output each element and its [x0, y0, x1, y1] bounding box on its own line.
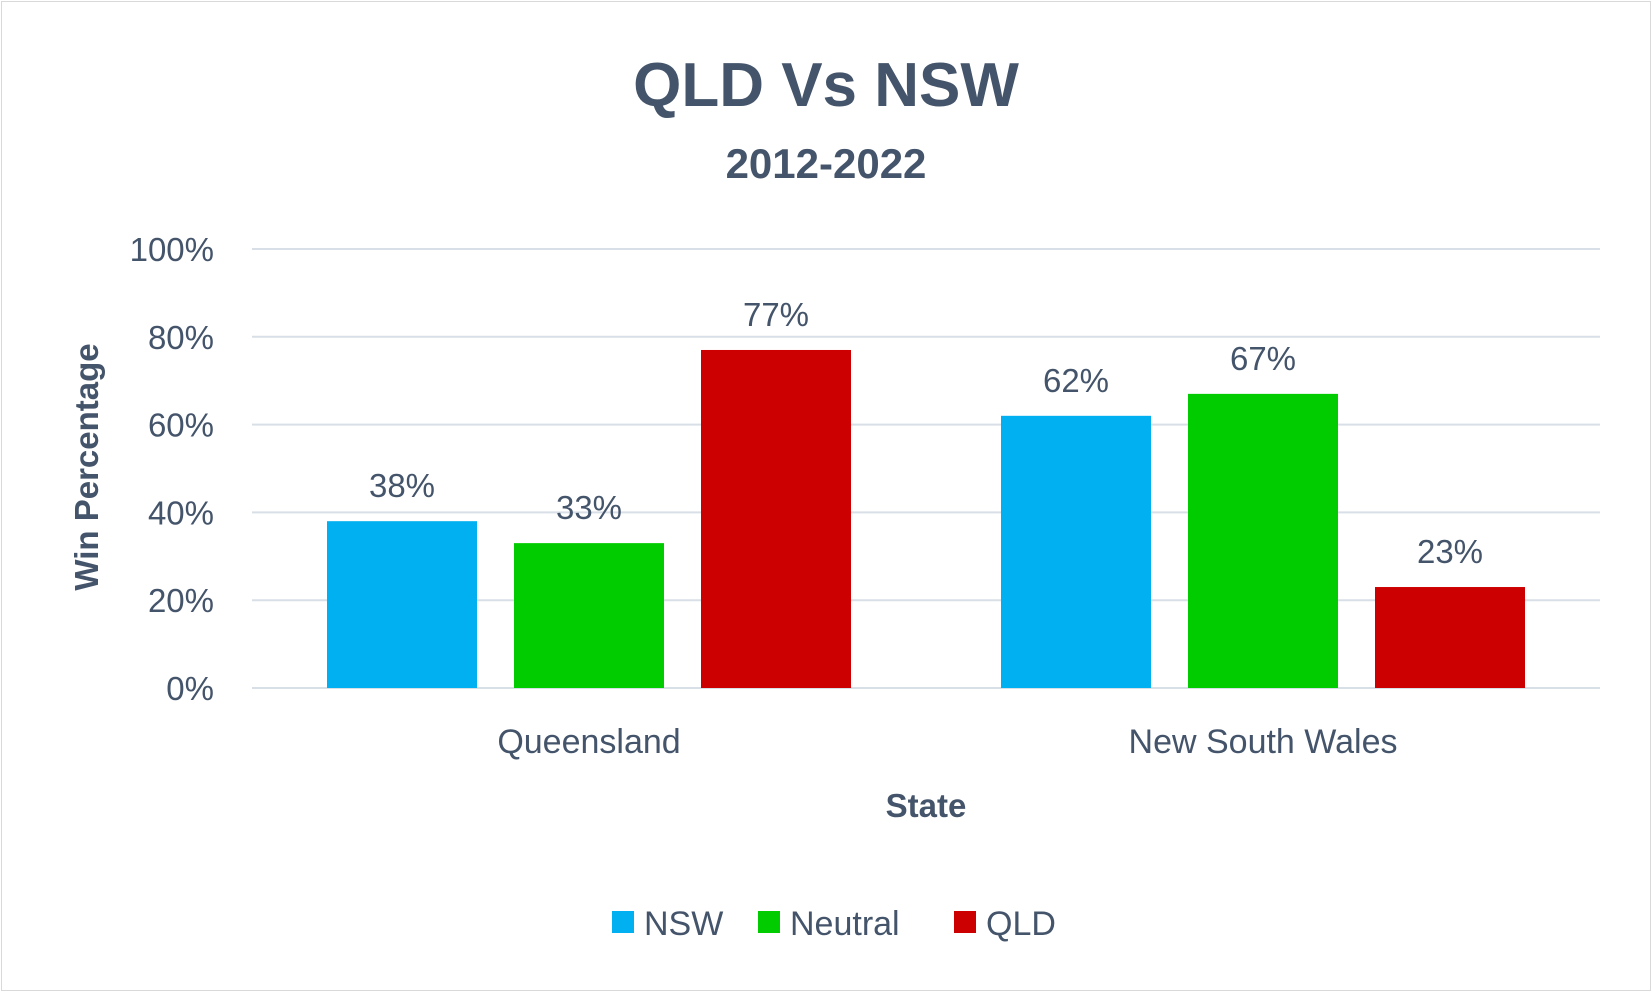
- bar-qld-new-south-wales: [1375, 587, 1525, 688]
- x-axis-title: State: [886, 787, 967, 824]
- data-labels: 38% 33% 77% 62% 67% 23%: [369, 296, 1483, 570]
- y-axis-tick-labels: 0% 20% 40% 60% 80% 100%: [130, 231, 214, 707]
- category-label: New South Wales: [1129, 723, 1398, 761]
- data-label: 67%: [1230, 340, 1296, 377]
- category-labels: Queensland New South Wales: [497, 723, 1397, 761]
- y-axis-title: Win Percentage: [68, 343, 105, 590]
- legend-swatch-qld: [954, 911, 976, 933]
- y-tick-label: 40%: [148, 494, 214, 531]
- data-label: 77%: [743, 296, 809, 333]
- bar-nsw-new-south-wales: [1001, 415, 1151, 688]
- data-label: 62%: [1043, 362, 1109, 399]
- y-tick-label: 80%: [148, 319, 214, 356]
- category-label: Queensland: [497, 723, 680, 761]
- bar-nsw-queensland: [327, 521, 477, 688]
- legend-swatch-neutral: [758, 911, 780, 933]
- bars: [327, 349, 1525, 688]
- bar-neutral-new-south-wales: [1188, 393, 1338, 688]
- y-tick-label: 60%: [148, 407, 214, 444]
- legend: NSW Neutral QLD: [612, 905, 1056, 943]
- y-tick-label: 20%: [148, 582, 214, 619]
- bar-neutral-queensland: [514, 543, 664, 688]
- legend-swatch-nsw: [612, 911, 634, 933]
- data-label: 38%: [369, 467, 435, 504]
- legend-label-nsw: NSW: [644, 905, 723, 943]
- legend-label-neutral: Neutral: [790, 905, 900, 943]
- y-tick-label: 0%: [166, 670, 214, 707]
- y-tick-label: 100%: [130, 231, 214, 268]
- chart-title: QLD Vs NSW: [633, 51, 1019, 120]
- chart-subtitle: 2012-2022: [726, 140, 927, 187]
- legend-label-qld: QLD: [986, 905, 1056, 943]
- data-label: 33%: [556, 489, 622, 526]
- data-label: 23%: [1417, 533, 1483, 570]
- bar-qld-queensland: [701, 349, 851, 688]
